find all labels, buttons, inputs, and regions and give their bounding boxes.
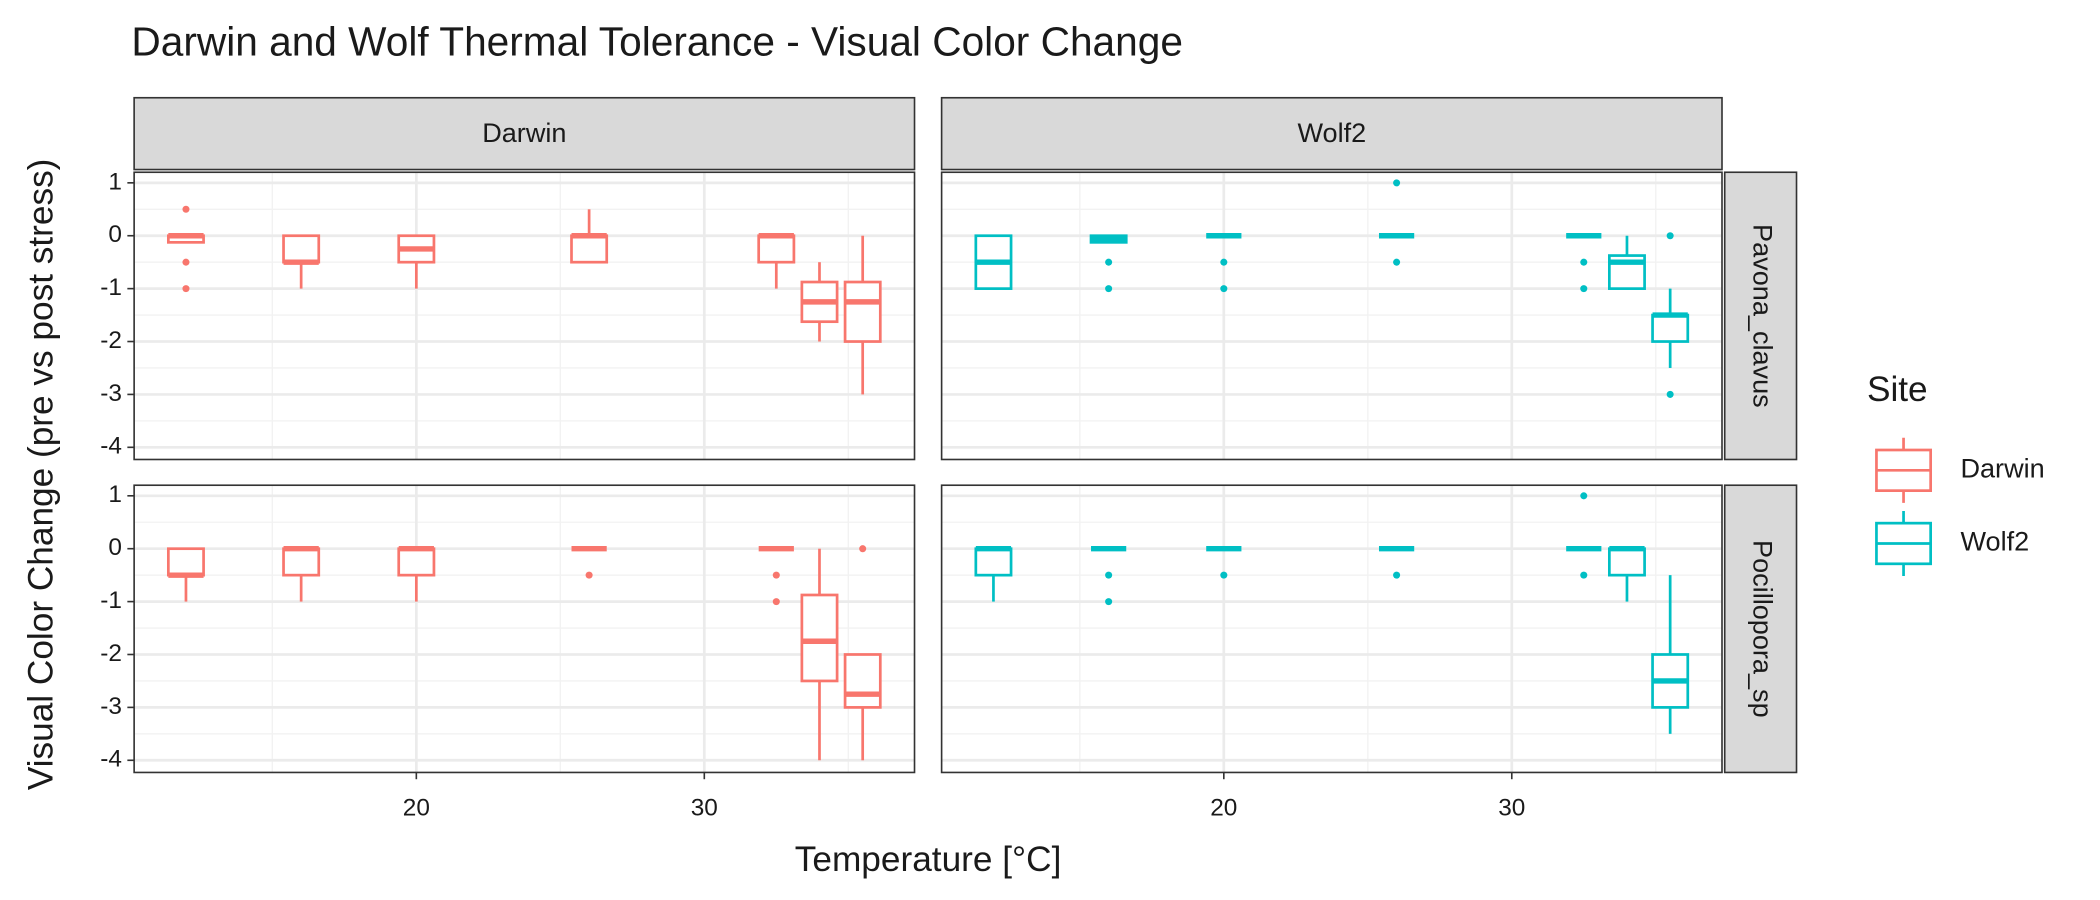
outlier [1666, 390, 1674, 398]
y-tick-label: 1 [108, 168, 122, 195]
outlier [1666, 232, 1674, 240]
box [397, 547, 436, 577]
y-tick-label: -1 [100, 587, 122, 614]
outlier [182, 285, 190, 293]
outlier [772, 571, 780, 579]
x-tick-label: 20 [1210, 794, 1237, 821]
panel-background [941, 485, 1722, 773]
outlier [859, 545, 867, 553]
box [282, 547, 321, 577]
y-tick-label: -3 [100, 693, 122, 720]
legend-label: Wolf2 [1960, 526, 2029, 557]
y-axis-label: Visual Color Change (pre vs post stress) [22, 159, 61, 791]
strip [940, 96, 1723, 171]
box [166, 547, 205, 577]
box [843, 653, 882, 709]
y-tick-label: 1 [108, 481, 122, 508]
box [1651, 313, 1690, 343]
box [800, 593, 839, 683]
panel-background [941, 172, 1722, 460]
x-axis-label: Temperature [°C] [795, 840, 1062, 879]
panel-border [133, 171, 916, 461]
strip-label: Pavona_clavus [1747, 224, 1778, 408]
x-tick-label: 20 [403, 794, 430, 821]
chart-title: Darwin and Wolf Thermal Tolerance - Visu… [131, 19, 1183, 65]
y-tick-label: -1 [100, 274, 122, 301]
outlier [1580, 492, 1588, 500]
outlier [1220, 258, 1228, 266]
y-tick-label: -4 [100, 433, 122, 460]
outlier [182, 205, 190, 213]
legend-title: Site [1867, 370, 1928, 409]
y-tick-label: -2 [100, 640, 122, 667]
box [282, 234, 321, 264]
panel-border [133, 484, 916, 774]
box [843, 280, 882, 343]
strip [1723, 484, 1798, 774]
outlier [1105, 285, 1113, 293]
y-tick-label: -3 [100, 380, 122, 407]
outlier [1393, 258, 1401, 266]
y-tick-label: 0 [108, 221, 122, 248]
outlier [1580, 571, 1588, 579]
outlier [1580, 285, 1588, 293]
outlier [772, 598, 780, 606]
panel-border [940, 171, 1723, 461]
outlier [1220, 571, 1228, 579]
outlier [1105, 598, 1113, 606]
panel-border [940, 484, 1723, 774]
outlier [182, 258, 190, 266]
x-tick-label: 30 [691, 794, 718, 821]
x-tick-label: 30 [1498, 794, 1525, 821]
legend-label: Darwin [1960, 452, 2044, 483]
outlier [1393, 179, 1401, 187]
strip-label: Pocillopora_sp [1747, 540, 1778, 718]
strip [1723, 171, 1798, 461]
outlier [1105, 571, 1113, 579]
box [1608, 547, 1646, 577]
panel-background [134, 485, 915, 773]
outlier [585, 571, 593, 579]
y-tick-label: 0 [108, 534, 122, 561]
box [974, 547, 1013, 577]
y-tick-label: -4 [100, 746, 122, 773]
panel-background [134, 172, 915, 460]
box [757, 234, 796, 264]
strip-label: Darwin [482, 117, 566, 148]
y-tick-label: -2 [100, 327, 122, 354]
outlier [1580, 258, 1588, 266]
outlier [1393, 571, 1401, 579]
outlier [1220, 285, 1228, 293]
strip-label: Wolf2 [1297, 117, 1366, 148]
strip [133, 96, 916, 171]
outlier [1105, 258, 1113, 266]
box [570, 234, 609, 264]
